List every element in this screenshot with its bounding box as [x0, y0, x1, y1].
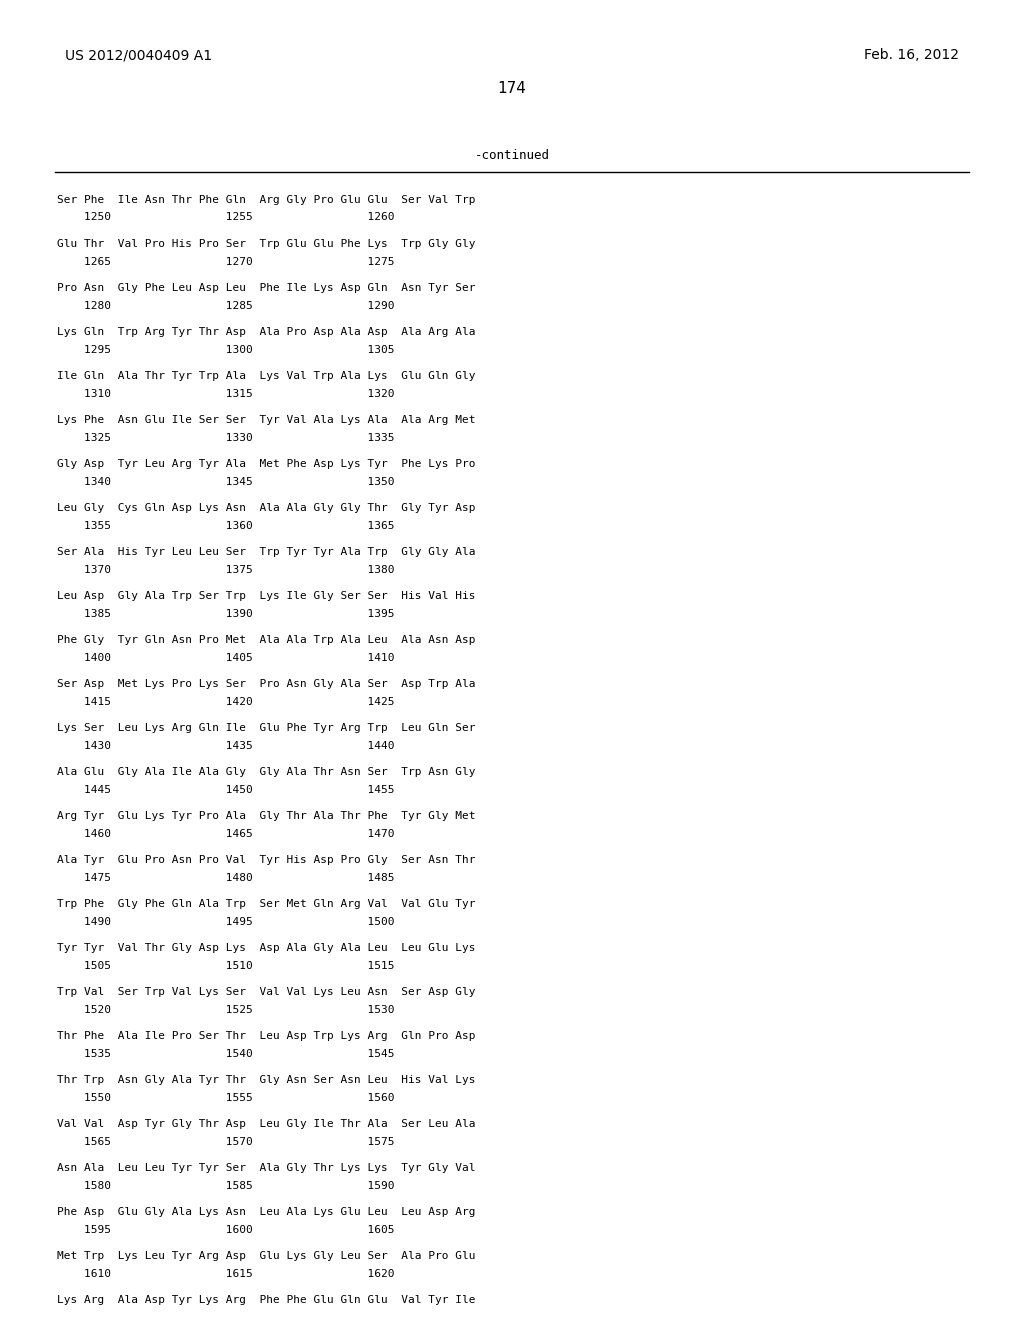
Text: Tyr Tyr  Val Thr Gly Asp Lys  Asp Ala Gly Ala Leu  Leu Glu Lys: Tyr Tyr Val Thr Gly Asp Lys Asp Ala Gly … — [57, 942, 475, 953]
Text: 1445                 1450                 1455: 1445 1450 1455 — [57, 784, 394, 795]
Text: 1595                 1600                 1605: 1595 1600 1605 — [57, 1225, 394, 1234]
Text: Phe Asp  Glu Gly Ala Lys Asn  Leu Ala Lys Glu Leu  Leu Asp Arg: Phe Asp Glu Gly Ala Lys Asn Leu Ala Lys … — [57, 1206, 475, 1217]
Text: 1520                 1525                 1530: 1520 1525 1530 — [57, 1005, 394, 1015]
Text: 1505                 1510                 1515: 1505 1510 1515 — [57, 961, 394, 970]
Text: 1250                 1255                 1260: 1250 1255 1260 — [57, 213, 394, 223]
Text: Trp Phe  Gly Phe Gln Ala Trp  Ser Met Gln Arg Val  Val Glu Tyr: Trp Phe Gly Phe Gln Ala Trp Ser Met Gln … — [57, 899, 475, 909]
Text: Lys Arg  Ala Asp Tyr Lys Arg  Phe Phe Glu Gln Glu  Val Tyr Ile: Lys Arg Ala Asp Tyr Lys Arg Phe Phe Glu … — [57, 1295, 475, 1305]
Text: Lys Ser  Leu Lys Arg Gln Ile  Glu Phe Tyr Arg Trp  Leu Gln Ser: Lys Ser Leu Lys Arg Gln Ile Glu Phe Tyr … — [57, 723, 475, 733]
Text: Gly Asp  Tyr Leu Arg Tyr Ala  Met Phe Asp Lys Tyr  Phe Lys Pro: Gly Asp Tyr Leu Arg Tyr Ala Met Phe Asp … — [57, 459, 475, 469]
Text: 1460                 1465                 1470: 1460 1465 1470 — [57, 829, 394, 838]
Text: Pro Asn  Gly Phe Leu Asp Leu  Phe Ile Lys Asp Gln  Asn Tyr Ser: Pro Asn Gly Phe Leu Asp Leu Phe Ile Lys … — [57, 282, 475, 293]
Text: 1385                 1390                 1395: 1385 1390 1395 — [57, 609, 394, 619]
Text: Thr Phe  Ala Ile Pro Ser Thr  Leu Asp Trp Lys Arg  Gln Pro Asp: Thr Phe Ala Ile Pro Ser Thr Leu Asp Trp … — [57, 1031, 475, 1041]
Text: Asn Ala  Leu Leu Tyr Tyr Ser  Ala Gly Thr Lys Lys  Tyr Gly Val: Asn Ala Leu Leu Tyr Tyr Ser Ala Gly Thr … — [57, 1163, 475, 1173]
Text: Thr Trp  Asn Gly Ala Tyr Thr  Gly Asn Ser Asn Leu  His Val Lys: Thr Trp Asn Gly Ala Tyr Thr Gly Asn Ser … — [57, 1074, 475, 1085]
Text: Leu Gly  Cys Gln Asp Lys Asn  Ala Ala Gly Gly Thr  Gly Tyr Asp: Leu Gly Cys Gln Asp Lys Asn Ala Ala Gly … — [57, 503, 475, 513]
Text: Feb. 16, 2012: Feb. 16, 2012 — [864, 48, 959, 62]
Text: 1310                 1315                 1320: 1310 1315 1320 — [57, 388, 394, 399]
Text: Ile Gln  Ala Thr Tyr Trp Ala  Lys Val Trp Ala Lys  Glu Gln Gly: Ile Gln Ala Thr Tyr Trp Ala Lys Val Trp … — [57, 371, 475, 381]
Text: 1295                 1300                 1305: 1295 1300 1305 — [57, 345, 394, 355]
Text: 1475                 1480                 1485: 1475 1480 1485 — [57, 873, 394, 883]
Text: 1400                 1405                 1410: 1400 1405 1410 — [57, 652, 394, 663]
Text: Ser Ala  His Tyr Leu Leu Ser  Trp Tyr Tyr Ala Trp  Gly Gly Ala: Ser Ala His Tyr Leu Leu Ser Trp Tyr Tyr … — [57, 546, 475, 557]
Text: Phe Gly  Tyr Gln Asn Pro Met  Ala Ala Trp Ala Leu  Ala Asn Asp: Phe Gly Tyr Gln Asn Pro Met Ala Ala Trp … — [57, 635, 475, 645]
Text: 1490                 1495                 1500: 1490 1495 1500 — [57, 916, 394, 927]
Text: Trp Val  Ser Trp Val Lys Ser  Val Val Lys Leu Asn  Ser Asp Gly: Trp Val Ser Trp Val Lys Ser Val Val Lys … — [57, 987, 475, 997]
Text: Ser Phe  Ile Asn Thr Phe Gln  Arg Gly Pro Glu Glu  Ser Val Trp: Ser Phe Ile Asn Thr Phe Gln Arg Gly Pro … — [57, 195, 475, 205]
Text: Ser Asp  Met Lys Pro Lys Ser  Pro Asn Gly Ala Ser  Asp Trp Ala: Ser Asp Met Lys Pro Lys Ser Pro Asn Gly … — [57, 678, 475, 689]
Text: Val Val  Asp Tyr Gly Thr Asp  Leu Gly Ile Thr Ala  Ser Leu Ala: Val Val Asp Tyr Gly Thr Asp Leu Gly Ile … — [57, 1119, 475, 1129]
Text: 1265                 1270                 1275: 1265 1270 1275 — [57, 256, 394, 267]
Text: 1340                 1345                 1350: 1340 1345 1350 — [57, 477, 394, 487]
Text: Arg Tyr  Glu Lys Tyr Pro Ala  Gly Thr Ala Thr Phe  Tyr Gly Met: Arg Tyr Glu Lys Tyr Pro Ala Gly Thr Ala … — [57, 810, 475, 821]
Text: Lys Phe  Asn Glu Ile Ser Ser  Tyr Val Ala Lys Ala  Ala Arg Met: Lys Phe Asn Glu Ile Ser Ser Tyr Val Ala … — [57, 414, 475, 425]
Text: 1430                 1435                 1440: 1430 1435 1440 — [57, 741, 394, 751]
Text: US 2012/0040409 A1: US 2012/0040409 A1 — [65, 48, 212, 62]
Text: 1280                 1285                 1290: 1280 1285 1290 — [57, 301, 394, 310]
Text: 1355                 1360                 1365: 1355 1360 1365 — [57, 520, 394, 531]
Text: Leu Asp  Gly Ala Trp Ser Trp  Lys Ile Gly Ser Ser  His Val His: Leu Asp Gly Ala Trp Ser Trp Lys Ile Gly … — [57, 591, 475, 601]
Text: 1580                 1585                 1590: 1580 1585 1590 — [57, 1180, 394, 1191]
Text: 1325                 1330                 1335: 1325 1330 1335 — [57, 433, 394, 442]
Text: Lys Gln  Trp Arg Tyr Thr Asp  Ala Pro Asp Ala Asp  Ala Arg Ala: Lys Gln Trp Arg Tyr Thr Asp Ala Pro Asp … — [57, 327, 475, 337]
Text: Glu Thr  Val Pro His Pro Ser  Trp Glu Glu Phe Lys  Trp Gly Gly: Glu Thr Val Pro His Pro Ser Trp Glu Glu … — [57, 239, 475, 249]
Text: Met Trp  Lys Leu Tyr Arg Asp  Glu Lys Gly Leu Ser  Ala Pro Glu: Met Trp Lys Leu Tyr Arg Asp Glu Lys Gly … — [57, 1251, 475, 1261]
Text: -continued: -continued — [474, 149, 550, 161]
Text: 174: 174 — [498, 81, 526, 95]
Text: 1370                 1375                 1380: 1370 1375 1380 — [57, 565, 394, 574]
Text: Ala Glu  Gly Ala Ile Ala Gly  Gly Ala Thr Asn Ser  Trp Asn Gly: Ala Glu Gly Ala Ile Ala Gly Gly Ala Thr … — [57, 767, 475, 777]
Text: 1535                 1540                 1545: 1535 1540 1545 — [57, 1048, 394, 1059]
Text: 1415                 1420                 1425: 1415 1420 1425 — [57, 697, 394, 706]
Text: Ala Tyr  Glu Pro Asn Pro Val  Tyr His Asp Pro Gly  Ser Asn Thr: Ala Tyr Glu Pro Asn Pro Val Tyr His Asp … — [57, 855, 475, 865]
Text: 1565                 1570                 1575: 1565 1570 1575 — [57, 1137, 394, 1147]
Text: 1550                 1555                 1560: 1550 1555 1560 — [57, 1093, 394, 1102]
Text: 1610                 1615                 1620: 1610 1615 1620 — [57, 1269, 394, 1279]
